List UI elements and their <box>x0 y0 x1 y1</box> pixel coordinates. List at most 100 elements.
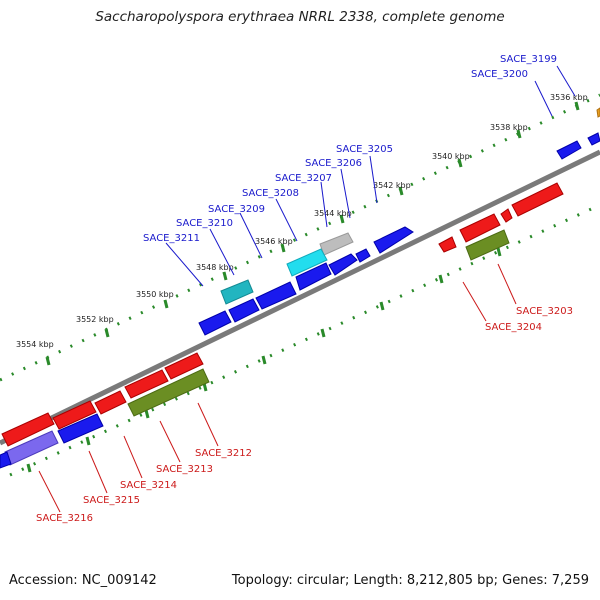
major-tick <box>438 274 444 284</box>
major-tick <box>379 301 385 311</box>
kbp-labels: 3536 kbp 3538 kbp 3540 kbp 3542 kbp 3544… <box>16 93 588 349</box>
gene-arrow-red[interactable] <box>511 182 564 217</box>
gene-arrow-red[interactable] <box>500 208 513 223</box>
gene-arrow-blue[interactable] <box>355 248 371 263</box>
genome-backbone <box>0 149 600 446</box>
gene-arrow-gray[interactable] <box>319 232 354 256</box>
gene-arrow-blue[interactable] <box>556 140 582 160</box>
gene-label-leader <box>123 435 143 479</box>
gene-label-leader <box>556 65 576 97</box>
gene-label-sace-3211[interactable]: SACE_3211 <box>143 233 200 244</box>
kbp-label: 3544 kbp <box>314 209 352 218</box>
gene-label-sace-3203[interactable]: SACE_3203 <box>516 306 573 317</box>
gene-label-leader <box>497 263 517 305</box>
major-tick <box>280 243 286 253</box>
gene-label-leader <box>209 228 235 276</box>
gene-arrow-cyan-dark[interactable] <box>220 279 254 305</box>
gene-label-leader <box>239 212 263 259</box>
gene-arrow-red[interactable] <box>52 400 97 430</box>
bottom-gene-labels: SACE_3203 SACE_3204 SACE_3212 SACE_3213 … <box>36 263 573 524</box>
gene-label-leader <box>38 470 61 513</box>
gene-label-sace-3199[interactable]: SACE_3199 <box>500 54 557 65</box>
gene-arrow-red[interactable] <box>164 352 204 380</box>
major-tick <box>516 129 522 139</box>
inner-tick-line <box>9 203 600 477</box>
map-title: Saccharopolyspora erythraea NRRL 2338, c… <box>95 9 505 25</box>
gene-arrow-blue[interactable] <box>255 281 297 310</box>
outer-tick-ring <box>0 93 600 382</box>
gene-arrow-blue[interactable] <box>0 451 12 469</box>
gene-arrow-red[interactable] <box>124 369 169 399</box>
gene-arrow-red[interactable] <box>94 390 127 415</box>
gene-label-sace-3204[interactable]: SACE_3204 <box>485 322 542 333</box>
gene-arrow-blue[interactable] <box>373 226 414 254</box>
major-tick <box>339 214 345 224</box>
gene-label-sace-3207[interactable]: SACE_3207 <box>275 173 332 184</box>
minus-strand-features-right <box>438 182 564 261</box>
major-tick <box>261 355 267 365</box>
major-tick <box>45 356 51 366</box>
kbp-label: 3548 kbp <box>196 263 234 272</box>
gene-arrow-red[interactable] <box>1 412 55 447</box>
gene-label-leader <box>462 281 487 322</box>
major-tick <box>320 328 326 338</box>
gene-arrow-orange[interactable] <box>596 107 600 118</box>
kbp-label: 3546 kbp <box>255 237 293 246</box>
gene-arrow-blue[interactable] <box>328 253 358 276</box>
kbp-label: 3554 kbp <box>16 340 54 349</box>
gene-arrow-olive[interactable] <box>127 368 210 417</box>
gene-arrow-blue[interactable] <box>57 413 104 444</box>
left-strand-features <box>0 352 210 469</box>
kbp-label: 3540 kbp <box>432 152 470 161</box>
major-tick <box>457 158 463 168</box>
gene-label-sace-3216[interactable]: SACE_3216 <box>36 513 93 524</box>
inner-tick-ring <box>9 203 600 477</box>
gene-label-sace-3210[interactable]: SACE_3210 <box>176 218 233 229</box>
outer-tick-line <box>0 93 600 382</box>
gene-label-leader <box>165 242 204 287</box>
genome-summary-text: Topology: circular; Length: 8,212,805 bp… <box>231 573 589 588</box>
gene-label-sace-3205[interactable]: SACE_3205 <box>336 144 393 155</box>
gene-label-leader <box>197 402 219 447</box>
gene-arrow-red[interactable] <box>459 213 501 243</box>
kbp-label: 3550 kbp <box>136 290 174 299</box>
gene-label-sace-3212[interactable]: SACE_3212 <box>195 448 252 459</box>
gene-label-leader <box>369 155 378 204</box>
major-tick <box>26 463 32 473</box>
gene-label-leader <box>159 420 181 463</box>
major-ticks <box>26 101 580 473</box>
kbp-label: 3552 kbp <box>76 315 114 324</box>
major-tick <box>163 299 169 309</box>
gene-label-sace-3213[interactable]: SACE_3213 <box>156 464 213 475</box>
major-tick <box>496 247 502 257</box>
kbp-label: 3536 kbp <box>550 93 588 102</box>
gene-arrow-blue[interactable] <box>587 132 600 146</box>
gene-label-leader <box>88 450 108 494</box>
gene-label-leader <box>320 181 328 228</box>
gene-label-leader <box>534 80 553 117</box>
major-tick <box>222 271 228 281</box>
major-tick <box>104 328 110 338</box>
kbp-label: 3542 kbp <box>373 181 411 190</box>
gene-arrow-cyan[interactable] <box>286 248 328 277</box>
major-tick <box>144 409 150 419</box>
gene-label-leader <box>340 168 351 219</box>
gene-label-sace-3206[interactable]: SACE_3206 <box>305 158 362 169</box>
gene-arrow-blue[interactable] <box>198 310 232 336</box>
gene-label-sace-3215[interactable]: SACE_3215 <box>83 495 140 506</box>
gene-arrow-olive[interactable] <box>465 229 510 261</box>
gene-label-sace-3209[interactable]: SACE_3209 <box>208 204 265 215</box>
gene-label-sace-3214[interactable]: SACE_3214 <box>120 480 177 491</box>
gene-arrow-red[interactable] <box>438 236 457 253</box>
gene-label-sace-3200[interactable]: SACE_3200 <box>471 69 528 80</box>
accession-text: Accession: NC_009142 <box>9 573 157 588</box>
kbp-label: 3538 kbp <box>490 123 528 132</box>
gene-arrow-blue[interactable] <box>295 262 332 291</box>
major-tick <box>574 101 580 111</box>
top-gene-labels: SACE_3199 SACE_3200 SACE_3205 SACE_3206 … <box>143 54 576 287</box>
major-tick <box>398 186 404 196</box>
gene-label-sace-3208[interactable]: SACE_3208 <box>242 188 299 199</box>
gene-arrow-blue[interactable] <box>228 298 260 323</box>
